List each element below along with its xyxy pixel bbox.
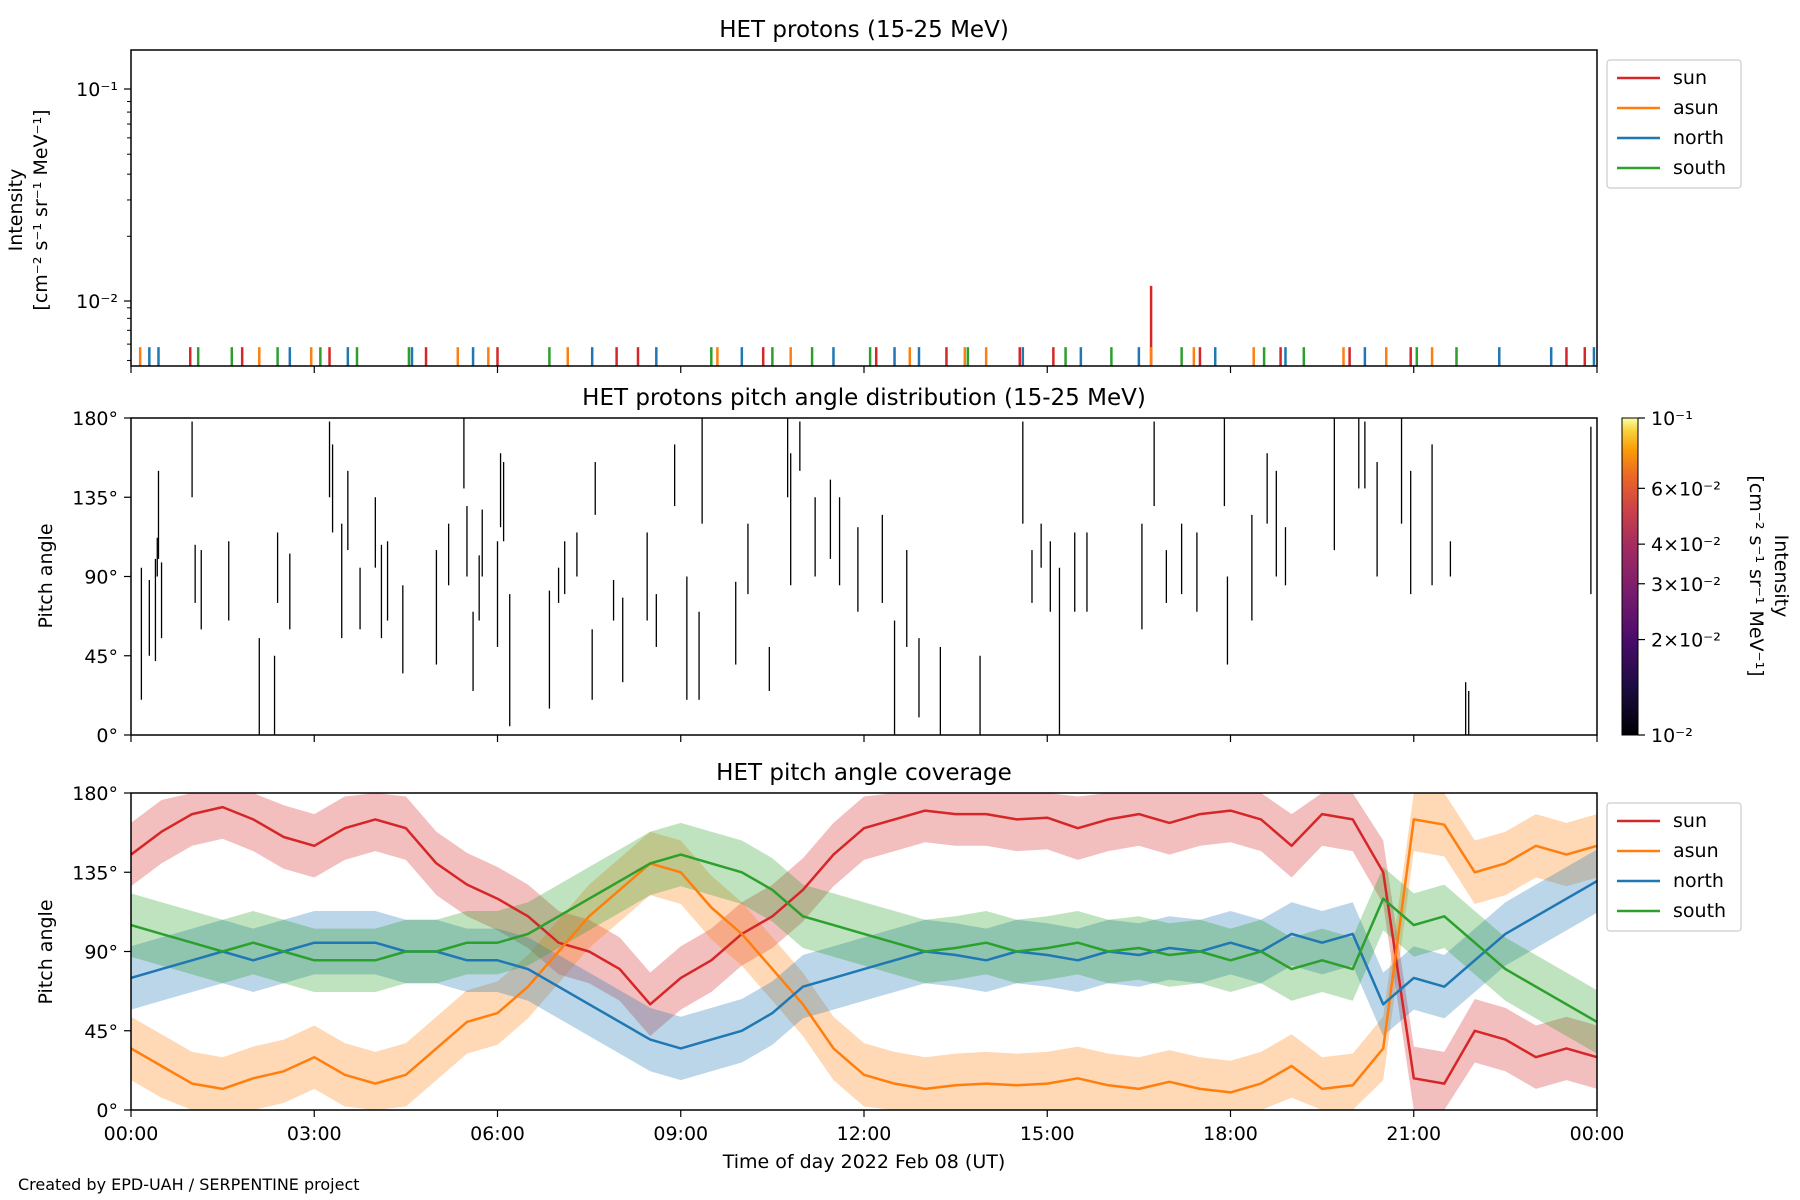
- coverage-band-north: [131, 849, 1597, 1081]
- panel1-legend: sun asun north south: [1606, 59, 1742, 189]
- panel1-yaxis: 10⁻¹ 10⁻²: [76, 79, 131, 361]
- panel-pitch-coverage: HET pitch angle coverage 0° 45° 90° 135° 180…: [35, 760, 1742, 1122]
- panel1-legend-box: [1606, 59, 1742, 189]
- panel2-title: HET protons pitch angle distribution (15…: [582, 385, 1146, 411]
- panel-intensity: HET protons (15-25 MeV) 10⁻¹ 10⁻² Intens…: [5, 17, 1742, 367]
- colorbar-tick-label: 6×10⁻²: [1651, 478, 1721, 500]
- panel3-legend-label-sun: sun: [1673, 810, 1707, 832]
- panel3-yaxis: 0° 45° 90° 135° 180°: [72, 783, 131, 1122]
- panel1-legend-label-sun: sun: [1673, 67, 1707, 89]
- panel1-title: HET protons (15-25 MeV): [719, 17, 1009, 43]
- panel3-title: HET pitch angle coverage: [716, 760, 1012, 786]
- panel2-ylabel: Pitch angle: [35, 523, 57, 628]
- colorbar-tick-label: 3×10⁻²: [1651, 574, 1721, 596]
- x-tick-label: 21:00: [1386, 1123, 1441, 1145]
- panel2-ytick-label: 90°: [84, 567, 118, 589]
- coverage-band-asun: [131, 793, 1597, 1110]
- panel2-ytick-label: 180°: [72, 408, 118, 430]
- panel1-ylabel: Intensity [cm⁻² s⁻¹ sr⁻¹ MeV⁻¹]: [5, 109, 52, 310]
- x-tick-label: 18:00: [1203, 1123, 1258, 1145]
- colorbar-gradient: [1621, 417, 1639, 736]
- colorbar-tick-label: 10⁻²: [1651, 725, 1693, 747]
- x-tick-label: 09:00: [653, 1123, 708, 1145]
- coverage-line-north: [131, 880, 1597, 1050]
- coverage-line-asun: [131, 818, 1597, 1094]
- panel1-axes-frame: [130, 49, 1598, 367]
- x-axis-label: Time of day 2022 Feb 08 (UT): [722, 1151, 1006, 1173]
- panel3-legend-label-north: north: [1673, 870, 1724, 892]
- panel3-ytick-label: 90°: [84, 942, 118, 964]
- panel3-ytick-label: 45°: [84, 1021, 118, 1043]
- coverage-line-sun: [131, 805, 1597, 1085]
- x-tick-label: 03:00: [287, 1123, 342, 1145]
- coverage-band-south: [131, 822, 1597, 1054]
- panel-pitch-distribution: HET protons pitch angle distribution (15…: [35, 385, 1792, 747]
- panel2-ytick-label: 135°: [72, 487, 118, 509]
- panel1-ytick-1e-1: 10⁻¹: [76, 79, 118, 101]
- panel2-ytick-label: 0°: [96, 725, 118, 747]
- panel2-yaxis: 0° 45° 90° 135° 180°: [72, 408, 131, 747]
- panel3-legend-box: [1606, 802, 1742, 932]
- colorbar-tick-label: 2×10⁻²: [1651, 630, 1721, 652]
- panel3-ytick-label: 180°: [72, 783, 118, 805]
- coverage-line-south: [131, 853, 1597, 1023]
- panel1-legend-label-south: south: [1673, 157, 1726, 179]
- colorbar-tick-label: 4×10⁻²: [1651, 534, 1721, 556]
- x-tick-label: 00:00: [1570, 1123, 1625, 1145]
- colorbar-label-line2: [cm⁻² s⁻¹ sr⁻¹ MeV⁻¹]: [1745, 475, 1767, 676]
- panel3-legend: sun asun north south: [1606, 802, 1742, 932]
- panel3-legend-label-south: south: [1673, 900, 1726, 922]
- x-axis: 00:00 03:00 06:00 09:00 12:00 15:00 18:00 21:00…: [104, 366, 1625, 1145]
- colorbar: 10⁻¹ 6×10⁻² 4×10⁻² 3×10⁻² 2×10⁻² 10⁻² Intensi…: [1621, 408, 1792, 747]
- panel1-ylabel-line1: Intensity: [5, 169, 27, 252]
- panel3-ytick-label: 135°: [72, 862, 118, 884]
- footer-credit: Created by EPD-UAH / SERPENTINE project: [18, 1175, 360, 1194]
- x-tick-label: 00:00: [104, 1123, 159, 1145]
- panel2-heatmap-group: [140, 418, 1592, 735]
- panel1-series-group: [138, 285, 1596, 366]
- coverage-band-sun: [131, 793, 1597, 1110]
- panel1-legend-label-north: north: [1673, 127, 1724, 149]
- panel3-series-group: [131, 793, 1597, 1110]
- panel1-ytick-1e-2: 10⁻²: [76, 291, 118, 313]
- panel3-ytick-label: 0°: [96, 1100, 118, 1122]
- colorbar-ticks: 10⁻¹ 6×10⁻² 4×10⁻² 3×10⁻² 2×10⁻² 10⁻²: [1638, 408, 1721, 747]
- panel1-legend-label-asun: asun: [1673, 97, 1719, 119]
- x-tick-label: 15:00: [1020, 1123, 1075, 1145]
- panel3-ylabel: Pitch angle: [35, 899, 57, 1004]
- panel2-ytick-label: 45°: [84, 646, 118, 668]
- x-tick-label: 12:00: [837, 1123, 892, 1145]
- colorbar-label: Intensity [cm⁻² s⁻¹ sr⁻¹ MeV⁻¹]: [1745, 475, 1792, 676]
- panel1-ylabel-line2: [cm⁻² s⁻¹ sr⁻¹ MeV⁻¹]: [30, 109, 52, 310]
- colorbar-label-line1: Intensity: [1770, 535, 1792, 618]
- x-tick-label: 06:00: [470, 1123, 525, 1145]
- panel3-legend-label-asun: asun: [1673, 840, 1719, 862]
- colorbar-tick-label: 10⁻¹: [1651, 408, 1693, 430]
